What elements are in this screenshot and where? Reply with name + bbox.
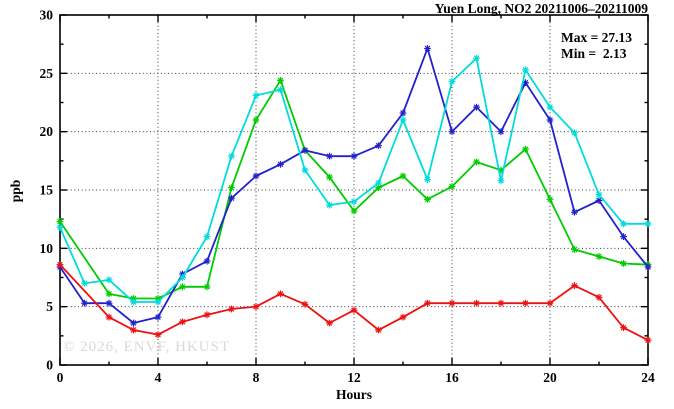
x-axis-label: Hours: [335, 387, 372, 402]
series-line-green: [59, 79, 649, 300]
y-axis-label: ppb: [8, 179, 23, 203]
chart-title: Yuen Long, NO2 20211006–20211009: [434, 1, 648, 16]
watermark: © 2026, ENVF, HKUST: [63, 339, 231, 355]
min-value-label: Min = 2.13: [561, 46, 627, 61]
y-tick-label-10: 10: [40, 241, 54, 256]
y-tick-label-15: 15: [40, 183, 54, 198]
x-tick-label-24: 24: [641, 370, 655, 385]
x-tick-label-8: 8: [253, 370, 260, 385]
x-tick-label-16: 16: [445, 370, 459, 385]
x-tick-label-0: 0: [57, 370, 64, 385]
y-tick-label-20: 20: [40, 124, 54, 139]
y-tick-label-0: 0: [46, 358, 53, 373]
series-markers-green: [56, 76, 652, 302]
series-line-red: [59, 264, 649, 341]
y-tick-label-30: 30: [40, 8, 54, 23]
max-min-annotation: Max = 27.13 Min = 2.13: [561, 30, 632, 62]
x-tick-label-12: 12: [347, 370, 361, 385]
y-tick-label-25: 25: [40, 66, 54, 81]
x-tick-label-4: 4: [155, 370, 162, 385]
series-markers-cyan: [56, 54, 652, 306]
series-markers-red: [56, 261, 652, 344]
y-tick-label-5: 5: [46, 299, 53, 314]
max-value-label: Max = 27.13: [561, 30, 633, 45]
x-tick-label-20: 20: [543, 370, 557, 385]
